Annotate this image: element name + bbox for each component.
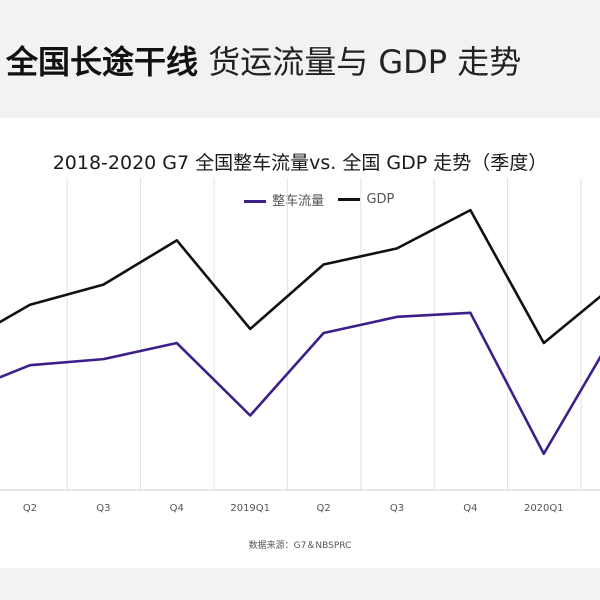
source-note: 数据来源：G7＆NBSPRC (248, 541, 352, 551)
x-tick-label: 2020Q1 (524, 503, 564, 514)
series-line-gdp (0, 208, 600, 345)
legend-item-gdp: GDP (338, 192, 394, 207)
x-tick-label: Q4 (463, 503, 477, 514)
series-line-volume (0, 311, 600, 456)
page-title: 全国长途干线 货运流量与 GDP 走势 (6, 38, 521, 86)
chart-card: 2018-2020 G7 全国整车流量vs. 全国 GDP 走势（季度） 整车流… (0, 118, 600, 568)
bottom-strip (0, 568, 600, 600)
legend-swatch-volume (244, 200, 266, 203)
header-banner: 全国长途干线 货运流量与 GDP 走势 (0, 0, 600, 118)
legend-swatch-gdp (338, 198, 361, 201)
legend-item-volume: 整车流量 (244, 190, 324, 209)
x-tick-label: Q2 (316, 503, 330, 514)
x-tick-label: Q3 (390, 503, 404, 514)
x-tick-label: Q4 (170, 503, 184, 514)
line-chart: Q2 Q3 Q4 2019Q1 Q2 Q3 Q4 2020Q1 (0, 178, 600, 514)
page-title-bold: 全国长途干线 (6, 43, 199, 81)
chart-title: 2018-2020 G7 全国整车流量vs. 全国 GDP 走势（季度） (52, 152, 548, 174)
x-tick-label: Q2 (23, 503, 37, 514)
chart-legend: 整车流量 GDP (244, 190, 404, 209)
x-tick-label: Q3 (96, 503, 110, 514)
page-title-light: 货运流量与 GDP 走势 (198, 43, 522, 81)
x-tick-label: 2019Q1 (230, 503, 270, 514)
legend-label-gdp: GDP (366, 192, 395, 207)
legend-label-volume: 整车流量 (272, 194, 325, 209)
